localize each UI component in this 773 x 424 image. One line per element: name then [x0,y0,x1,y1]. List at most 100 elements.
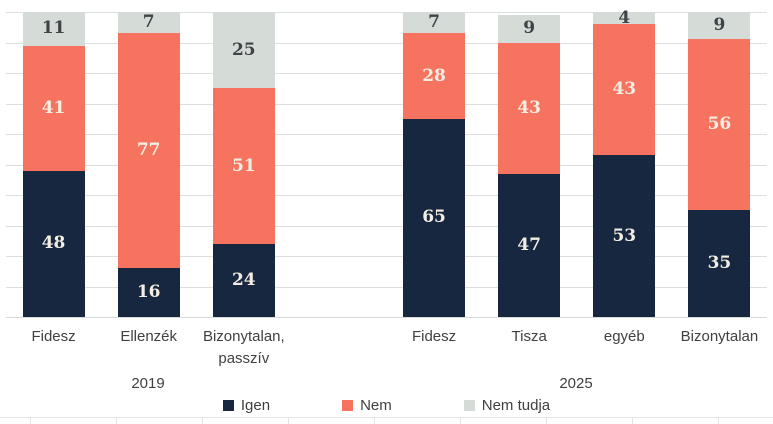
segment-nem-tudja: 4 [593,7,656,28]
bar-slot-egy-b: 4 43 53 [577,0,672,317]
gridline-40 [6,195,767,196]
segment-nem-tudja: 25 [212,12,275,89]
legend: Igen Nem Nem tudja [0,397,773,414]
gridline-70 [6,103,767,105]
segment-igen: 47 [498,173,561,317]
legend-label: Nem tudja [481,397,551,414]
gridline-50 [6,164,767,166]
segment-igen: 16 [117,268,180,317]
data-label: 51 [231,155,256,176]
legend-label: Igen [240,397,271,414]
segment-nem: 51 [212,88,275,244]
segment-nem: 77 [117,33,180,269]
segment-igen: 24 [212,243,275,317]
category-label-spacer [291,326,386,370]
segment-igen: 53 [593,155,656,317]
gridline-100 [6,12,767,13]
data-label: 24 [231,269,256,290]
segment-igen: 65 [403,118,466,317]
data-label: 53 [612,225,637,246]
data-label: 77 [136,140,161,161]
bar-slot-bizonytalan-passz-v: 25 51 24 [196,0,291,317]
data-label: 65 [422,207,446,228]
segment-igen: 35 [688,210,751,317]
stacked-bar: 11 41 48 [22,12,85,317]
data-label: 7 [142,12,155,33]
legend-swatch [342,400,354,411]
segment-nem-tudja: 11 [22,12,85,46]
bottom-axis-ruler [0,417,773,418]
category-label-ellenz-k: Ellenzék [120,328,178,345]
gridline-10 [6,286,767,288]
stacked-bar: 9 43 47 [498,15,561,317]
segment-nem: 41 [22,45,85,171]
stacked-bar: 9 56 35 [688,12,751,317]
legend-swatch [463,400,475,411]
data-label: 35 [707,253,732,274]
category-label-bizonytalan: Bizonytalan [680,328,759,345]
gridline-90 [6,42,767,44]
segment-nem: 43 [498,42,561,174]
data-label: 41 [41,97,66,118]
ruler-tick [202,417,203,424]
ruler-tick [718,417,719,424]
data-label: 48 [41,233,66,254]
ruler-tick [546,417,547,424]
data-label: 9 [523,18,536,39]
bar-slot-fidesz: 11 41 48 [6,0,101,317]
stacked-bar: 7 77 16 [117,12,180,317]
data-label: 43 [612,79,637,100]
category-label-fidesz: Fidesz [411,328,457,345]
segment-nem-tudja: 7 [117,12,180,34]
segment-igen: 48 [22,170,85,317]
data-label: 56 [707,114,732,135]
stacked-bar: 4 43 53 [593,7,656,317]
data-label: 9 [713,15,726,36]
category-axis-labels: Fidesz Ellenzék Bizonytalan, passzív Fidesz… [6,326,767,370]
ruler-tick [460,417,461,424]
legend-label: Nem [360,397,392,414]
data-label: 47 [517,234,542,255]
gridline-0 [6,317,767,318]
segment-nem: 43 [593,24,656,156]
category-label-fidesz: Fidesz [31,328,76,345]
data-label: 11 [41,18,66,39]
legend-item-nem-tudja: Nem tudja [463,397,551,414]
category-label-tisza: Tisza [511,328,547,345]
ruler-tick [632,417,633,424]
category-label-bizonytalan-passz-v: Bizonytalan, passzív [202,328,285,367]
data-label: 7 [428,12,440,33]
legend-item-igen: Igen [222,397,271,414]
data-label: 43 [517,97,542,118]
category-label-egy-b: egyéb [603,328,645,345]
stacked-bar: 25 51 24 [212,12,275,317]
bar-slot-fidesz: 7 28 65 [387,0,482,317]
bar-slot-tisza: 9 43 47 [482,0,577,317]
bars-row: 11 41 48 7 77 16 25 51 24 7 28 65 9 43 47 4 43 53 9 56 35 [6,0,767,317]
gridline-80 [6,73,767,74]
ruler-tick [288,417,289,424]
group-label-2019: 2019 [131,375,165,392]
bar-slot-bizonytalan: 9 56 35 [672,0,767,317]
legend-swatch [222,400,234,411]
ruler-tick [116,417,117,424]
data-label: 4 [618,7,631,28]
bar-slot-ellenz-k: 7 77 16 [101,0,196,317]
stacked-bar: 7 28 65 [403,12,466,317]
ruler-tick [374,417,375,424]
segment-nem: 56 [688,39,751,211]
bar-slot-spacer [291,0,386,317]
gridline-20 [6,256,767,257]
data-label: 25 [231,39,256,60]
gridline-60 [6,134,767,135]
segment-nem-tudja: 9 [688,12,751,40]
data-label: 28 [422,65,446,86]
group-label-2025: 2025 [559,375,593,392]
segment-nem-tudja: 9 [498,15,561,43]
segment-nem-tudja: 7 [403,12,466,34]
legend-item-nem: Nem [342,397,392,414]
ruler-tick [30,417,31,424]
data-label: 16 [136,282,161,303]
gridline-30 [6,225,767,227]
